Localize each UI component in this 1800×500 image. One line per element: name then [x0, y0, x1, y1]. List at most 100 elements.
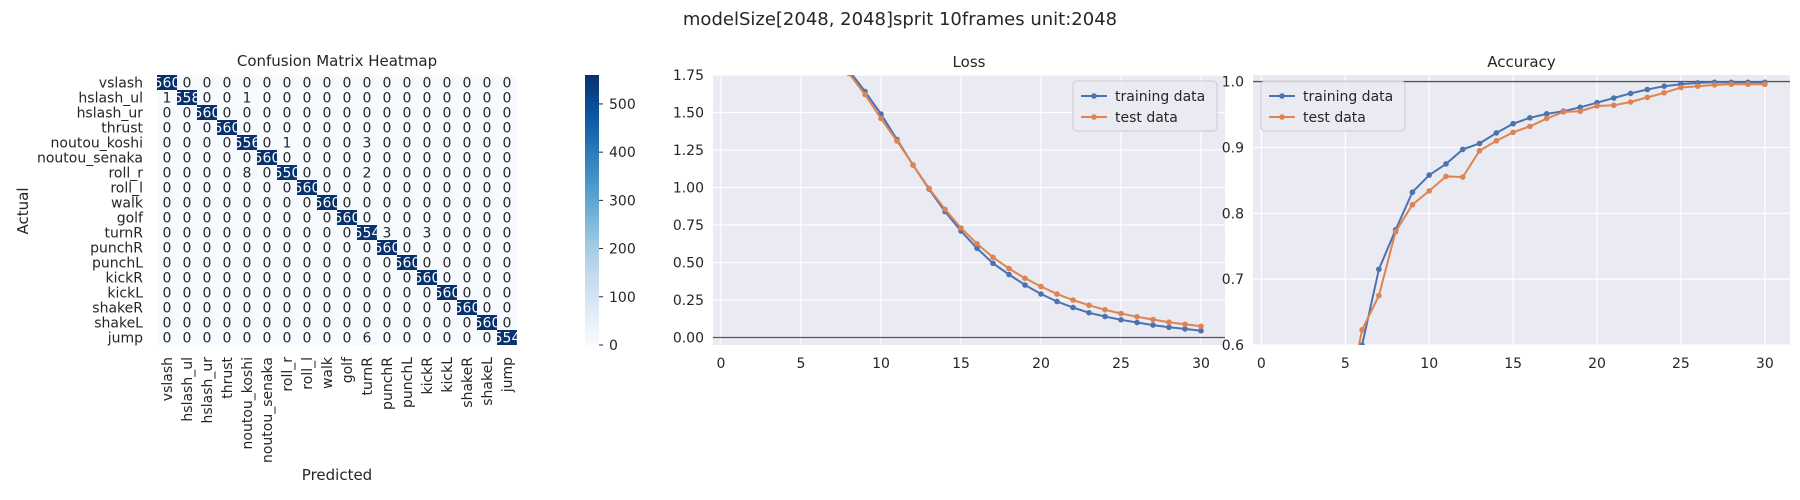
heatmap-cell-value: 0	[203, 151, 212, 167]
heatmap-cell	[177, 120, 197, 135]
heatmap-cell-value: 0	[403, 286, 412, 302]
heatmap-cell	[337, 75, 357, 90]
data-point-training	[1376, 266, 1382, 273]
heatmap-cell	[257, 120, 277, 135]
x-tick-label: noutou_senaka	[260, 357, 276, 463]
heatmap-cell	[317, 270, 337, 285]
heatmap-cell	[157, 165, 177, 180]
heatmap-cell	[297, 135, 317, 150]
heatmap-cell-value: 0	[283, 91, 292, 107]
heatmap-cell-value: 0	[503, 241, 512, 257]
data-point-test	[1150, 316, 1156, 323]
heatmap-cell-value: 0	[403, 91, 412, 107]
heatmap-cell-value: 0	[403, 136, 412, 152]
heatmap-cell	[337, 135, 357, 150]
heatmap-cell-value: 0	[443, 76, 452, 92]
heatmap-cell	[237, 195, 257, 210]
heatmap-cell	[277, 90, 297, 105]
heatmap-cell-value: 0	[203, 211, 212, 227]
heatmap-cell	[417, 90, 437, 105]
heatmap-cell	[497, 315, 517, 330]
heatmap-cell	[417, 270, 437, 285]
heatmap-cell	[177, 135, 197, 150]
heatmap-cell	[417, 330, 437, 345]
heatmap-cell-value: 0	[163, 166, 172, 182]
heatmap-cell	[277, 135, 297, 150]
x-tick-label: roll_l	[300, 357, 316, 390]
heatmap-cell-value: 0	[363, 241, 372, 257]
heatmap-cell-value: 0	[243, 226, 252, 242]
heatmap-cell	[457, 90, 477, 105]
y-tick-label: 0.8	[1222, 206, 1244, 222]
legend-box	[1260, 80, 1406, 132]
heatmap-cell	[397, 180, 417, 195]
data-point-test	[1745, 81, 1751, 88]
heatmap-cell-value: 0	[163, 196, 172, 212]
heatmap-cell-value: 0	[223, 196, 232, 212]
heatmap-cell	[497, 105, 517, 120]
data-point-test	[1342, 408, 1348, 414]
heatmap-cell	[497, 285, 517, 300]
heatmap-cell	[237, 120, 257, 135]
data-point-training	[1342, 408, 1348, 414]
heatmap-cell-value: 0	[203, 196, 212, 212]
heatmap-cell-value: 0	[203, 121, 212, 137]
heatmap-cell	[277, 195, 297, 210]
heatmap-cell	[337, 240, 357, 255]
heatmap-cell	[497, 210, 517, 225]
y-tick-label: vslash	[99, 76, 143, 92]
heatmap-cell	[397, 135, 417, 150]
heatmap-cell-value: 0	[223, 331, 232, 347]
heatmap-cell	[357, 330, 377, 345]
heatmap-cell-value: 0	[303, 316, 312, 332]
data-point-training	[1426, 172, 1433, 178]
heatmap-cell-value: 0	[283, 106, 292, 122]
legend-label: training data	[1303, 89, 1393, 105]
heatmap-cell	[357, 165, 377, 180]
heatmap-cell	[177, 150, 197, 165]
heatmap-cell	[297, 75, 317, 90]
heatmap-cell	[497, 300, 517, 315]
heatmap-cell	[357, 285, 377, 300]
heatmap-cell	[177, 195, 197, 210]
heatmap-cell	[297, 90, 317, 105]
heatmap-cell	[437, 195, 457, 210]
heatmap-cell-value: 0	[443, 91, 452, 107]
heatmap-cell-value: 0	[403, 241, 412, 257]
data-point-test	[1610, 102, 1617, 109]
heatmap-cell-value: 0	[183, 121, 192, 137]
heatmap-cell-value: 0	[323, 331, 332, 347]
heatmap-cell	[497, 75, 517, 90]
x-tick-label: 10	[1420, 356, 1438, 372]
x-tick-label: 15	[952, 356, 970, 372]
heatmap-cell-value: 0	[403, 106, 412, 122]
heatmap-cell	[277, 165, 297, 180]
heatmap-cell-value: 0	[263, 166, 272, 182]
heatmap-cell	[237, 225, 257, 240]
heatmap-cell-value: 0	[223, 181, 232, 197]
heatmap-cell	[397, 90, 417, 105]
heatmap-cell-value: 0	[343, 91, 352, 107]
heatmap-cell	[457, 240, 477, 255]
data-point-test	[1409, 201, 1416, 208]
heatmap-cell-value: 0	[403, 271, 412, 287]
data-point-test	[1644, 94, 1651, 101]
heatmap-cell-value: 0	[503, 211, 512, 227]
heatmap-cell	[477, 180, 497, 195]
heatmap-cell	[157, 150, 177, 165]
heatmap-cell-value: 0	[463, 226, 472, 242]
heatmap-cell	[197, 195, 217, 210]
heatmap-cell	[437, 270, 457, 285]
heatmap-cell	[417, 180, 437, 195]
heatmap-cell	[277, 150, 297, 165]
heatmap-cell-value: 0	[423, 301, 432, 317]
heatmap-cell-value: 0	[263, 331, 272, 347]
heatmap-cell	[157, 105, 177, 120]
heatmap-cell	[297, 225, 317, 240]
heatmap-cell-value: 0	[383, 121, 392, 137]
heatmap-cell	[497, 165, 517, 180]
heatmap-cell	[197, 135, 217, 150]
heatmap-cell	[437, 255, 457, 270]
heatmap-cell	[377, 225, 397, 240]
heatmap-cell	[217, 165, 237, 180]
